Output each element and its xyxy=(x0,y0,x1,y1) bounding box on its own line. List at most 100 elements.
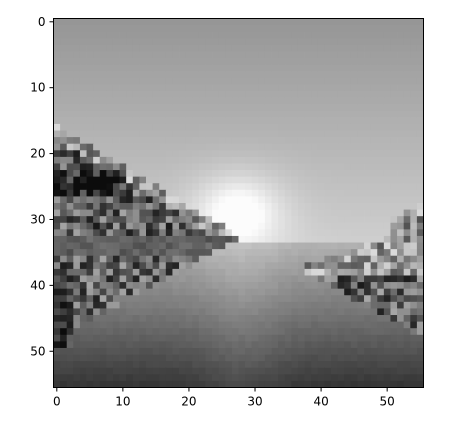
heatmap-cell xyxy=(370,196,378,204)
heatmap-cell xyxy=(79,295,87,303)
heatmap-cell xyxy=(53,328,61,336)
heatmap-cell xyxy=(218,77,226,85)
heatmap-cell xyxy=(364,301,372,309)
heatmap-cell xyxy=(192,334,200,342)
heatmap-cell xyxy=(403,170,411,178)
heatmap-cell xyxy=(86,71,94,79)
heatmap-cell xyxy=(350,203,358,210)
heatmap-cell xyxy=(185,196,193,204)
heatmap-cell xyxy=(258,262,266,270)
heatmap-cell xyxy=(106,163,114,171)
heatmap-cell xyxy=(317,77,325,85)
heatmap-cell xyxy=(66,150,74,158)
heatmap-cell xyxy=(192,374,200,382)
heatmap-cell xyxy=(311,97,319,105)
heatmap-cell xyxy=(218,38,226,46)
heatmap-cell xyxy=(245,44,253,52)
heatmap-cell xyxy=(119,110,127,118)
heatmap-cell xyxy=(53,268,61,276)
heatmap-cell xyxy=(218,315,226,323)
heatmap-cell xyxy=(198,77,206,85)
heatmap-cell xyxy=(119,308,127,316)
heatmap-cell xyxy=(66,97,74,105)
heatmap-cell xyxy=(146,361,154,369)
heatmap-cell xyxy=(66,117,74,125)
heatmap-cell xyxy=(410,25,418,33)
heatmap-cell xyxy=(139,222,147,230)
heatmap-cell xyxy=(238,242,246,250)
heatmap-cell xyxy=(66,282,74,290)
heatmap-cell xyxy=(278,321,286,329)
heatmap-cell xyxy=(397,84,405,92)
heatmap-cell xyxy=(139,123,147,131)
heatmap-cell xyxy=(284,104,292,112)
heatmap-cell xyxy=(192,137,200,145)
heatmap-cell xyxy=(364,275,372,283)
heatmap-cell xyxy=(317,374,325,382)
heatmap-cell xyxy=(225,347,233,355)
heatmap-cell xyxy=(53,229,61,237)
heatmap-cell xyxy=(297,380,305,388)
heatmap-cell xyxy=(205,38,213,46)
heatmap-cell xyxy=(317,242,325,250)
heatmap-cell xyxy=(73,315,81,323)
heatmap-cell xyxy=(185,249,193,257)
heatmap-cell xyxy=(324,242,332,250)
heatmap-cell xyxy=(337,117,345,125)
heatmap-cell xyxy=(198,176,206,184)
heatmap-cell xyxy=(416,203,424,210)
heatmap-cell xyxy=(331,242,339,250)
heatmap-cell xyxy=(278,361,286,369)
heatmap-cell xyxy=(212,354,220,362)
heatmap-cell xyxy=(218,288,226,296)
heatmap-cell xyxy=(66,367,74,375)
heatmap-cell xyxy=(159,209,167,217)
heatmap-cell xyxy=(377,321,385,329)
heatmap-cell xyxy=(205,321,213,329)
heatmap-cell xyxy=(185,137,193,145)
heatmap-cell xyxy=(278,104,286,112)
heatmap-cell xyxy=(198,104,206,112)
heatmap-cell xyxy=(297,71,305,79)
heatmap-cell xyxy=(291,380,299,388)
heatmap-cell xyxy=(297,150,305,158)
heatmap-cell xyxy=(218,84,226,92)
heatmap-cell xyxy=(198,235,206,243)
heatmap-cell xyxy=(106,282,114,290)
heatmap-cell xyxy=(159,189,167,197)
heatmap-cell xyxy=(231,196,239,204)
heatmap-cell xyxy=(225,64,233,72)
heatmap-cell xyxy=(86,58,94,66)
heatmap-cell xyxy=(291,361,299,369)
heatmap-cell xyxy=(106,262,114,270)
heatmap-cell xyxy=(403,77,411,85)
heatmap-cell xyxy=(383,170,391,178)
heatmap-cell xyxy=(278,334,286,342)
heatmap-cell xyxy=(60,130,68,138)
heatmap-cell xyxy=(324,38,332,46)
heatmap-cell xyxy=(410,51,418,59)
heatmap-cell xyxy=(139,110,147,118)
heatmap-cell xyxy=(53,90,61,98)
heatmap-cell xyxy=(416,275,424,283)
heatmap-cell xyxy=(86,347,94,355)
heatmap-cell xyxy=(344,301,352,309)
heatmap-cell xyxy=(324,170,332,178)
heatmap-cell xyxy=(53,282,61,290)
heatmap-cell xyxy=(73,295,81,303)
heatmap-cell xyxy=(172,361,180,369)
heatmap-cell xyxy=(231,97,239,105)
heatmap-cell xyxy=(324,361,332,369)
heatmap-cell xyxy=(245,315,253,323)
heatmap-cell xyxy=(139,71,147,79)
heatmap-cell xyxy=(172,176,180,184)
heatmap-cell xyxy=(377,143,385,151)
heatmap-cell xyxy=(245,216,253,224)
heatmap-cell xyxy=(357,341,365,349)
heatmap-cell xyxy=(198,203,206,210)
heatmap-cell xyxy=(416,18,424,26)
heatmap-cell xyxy=(212,321,220,329)
heatmap-cell xyxy=(119,380,127,388)
heatmap-cell xyxy=(185,143,193,151)
heatmap-cell xyxy=(397,183,405,191)
